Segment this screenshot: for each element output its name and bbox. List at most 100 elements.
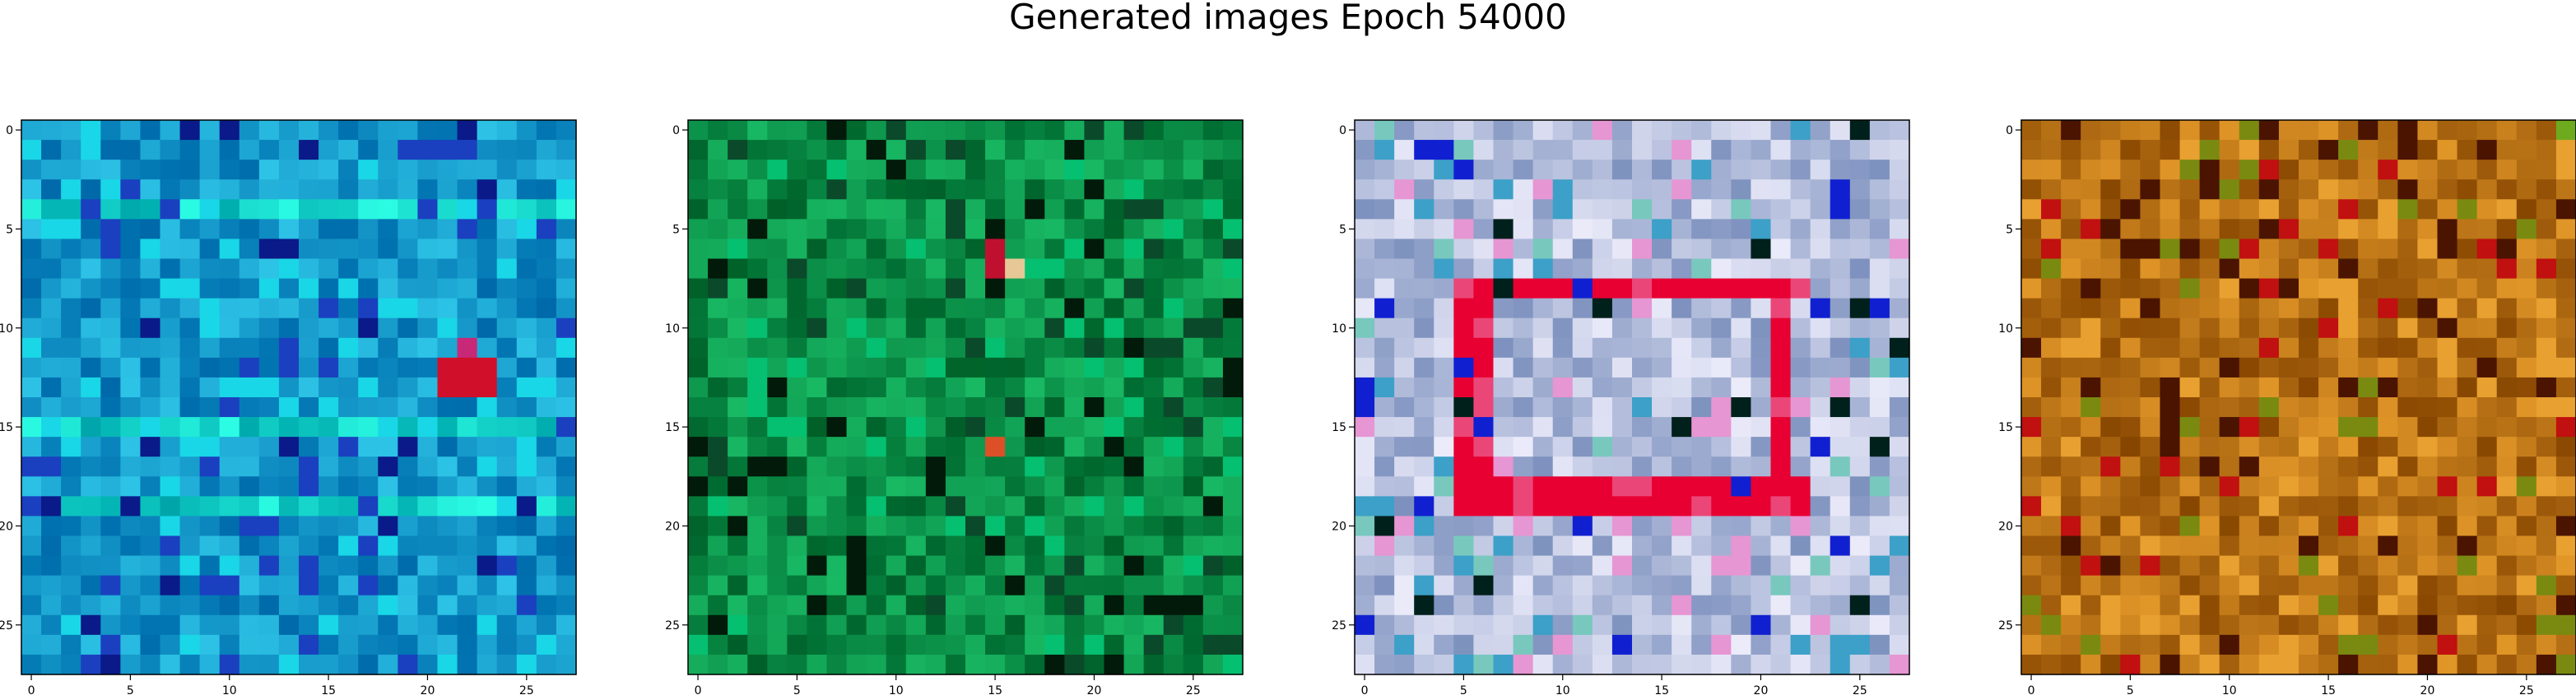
- pixel-cell: [457, 476, 478, 497]
- pixel-cell: [2496, 317, 2518, 339]
- pixel-cell: [358, 496, 379, 517]
- pixel-cell: [1005, 258, 1025, 280]
- pixel-cell: [2299, 476, 2319, 497]
- pixel-cell: [2358, 239, 2378, 260]
- pixel-cell: [1084, 160, 1105, 180]
- pixel-cell: [358, 160, 379, 180]
- pixel-cell: [21, 317, 42, 339]
- pixel-cell: [437, 160, 458, 180]
- pixel-cell: [1104, 317, 1125, 339]
- pixel-cell: [457, 516, 478, 537]
- pixel-cell: [2179, 634, 2201, 656]
- pixel-cell: [516, 654, 537, 675]
- pixel-cell: [1104, 140, 1125, 160]
- pixel-cell: [477, 634, 498, 656]
- pixel-cell: [2278, 140, 2299, 160]
- pixel-cell: [2179, 595, 2201, 616]
- pixel-cell: [1005, 298, 1025, 319]
- pixel-cell: [728, 219, 748, 240]
- pixel-cell: [160, 317, 181, 339]
- pixel-cell: [477, 239, 498, 260]
- pixel-cell: [398, 496, 419, 517]
- pixel-cell: [2555, 456, 2576, 477]
- pixel-cell: [100, 437, 121, 457]
- pixel-cell: [2536, 397, 2557, 418]
- pixel-cell: [160, 337, 181, 359]
- pixel-cell: [2476, 575, 2498, 596]
- pixel-cell: [179, 337, 201, 359]
- pixel-cell: [417, 219, 439, 240]
- pixel-cell: [2081, 278, 2101, 299]
- pixel-cell: [2555, 575, 2576, 596]
- pixel-cell: [2536, 278, 2557, 299]
- pixel-cell: [2120, 456, 2141, 477]
- pixel-cell: [1202, 140, 1224, 160]
- pixel-cell: [299, 160, 319, 180]
- pixel-cell: [2318, 160, 2339, 180]
- pixel-cell: [496, 278, 518, 299]
- pixel-cell: [1044, 516, 1065, 537]
- pixel-cell: [945, 377, 966, 398]
- pixel-cell: [496, 614, 518, 636]
- pixel-cell: [81, 555, 101, 577]
- pixel-cell: [866, 298, 887, 319]
- pixel-cell: [496, 516, 518, 537]
- pixel-cell: [1202, 456, 1224, 477]
- pixel-cell: [477, 298, 498, 319]
- pixel-cell: [81, 239, 101, 260]
- pixel-cell: [2476, 397, 2498, 418]
- pixel-cell: [826, 535, 848, 557]
- pixel-cell: [728, 239, 748, 260]
- pixel-cell: [1005, 496, 1025, 517]
- pixel-cell: [278, 219, 300, 240]
- pixel-cell: [2219, 555, 2240, 577]
- pixel-cell: [61, 654, 81, 675]
- pixel-cell: [41, 219, 62, 240]
- pixel-cell: [140, 634, 161, 656]
- pixel-cell: [239, 654, 260, 675]
- y-tick-label: 10: [1998, 322, 2013, 336]
- pixel-cell: [2378, 397, 2398, 418]
- pixel-cell: [2299, 199, 2319, 220]
- pixel-cell: [239, 278, 260, 299]
- pixel-cell: [2120, 278, 2141, 299]
- pixel-cell: [2160, 377, 2181, 398]
- pixel-cell: [846, 140, 867, 160]
- pixel-cell: [1084, 258, 1105, 280]
- pixel-cell: [2358, 278, 2378, 299]
- pixel-cell: [2239, 456, 2260, 477]
- pixel-cell: [866, 120, 887, 141]
- pixel-cell: [160, 634, 181, 656]
- pixel-cell: [2140, 595, 2161, 616]
- pixel-cell: [120, 377, 142, 398]
- pixel-cell: [358, 377, 379, 398]
- pixel-cell: [2378, 476, 2398, 497]
- pixel-cell: [2299, 258, 2319, 280]
- pixel-cell: [1143, 456, 1165, 477]
- pixel-cell: [338, 160, 359, 180]
- pixel-cell: [1005, 219, 1025, 240]
- pixel-cell: [2061, 239, 2081, 260]
- pixel-cell: [2278, 575, 2299, 596]
- pixel-cell: [1025, 437, 1045, 457]
- pixel-cell: [319, 377, 339, 398]
- pixel-cell: [2199, 219, 2220, 240]
- pixel-cell: [965, 179, 986, 200]
- pixel-cell: [2417, 278, 2439, 299]
- pixel-cell: [457, 337, 478, 359]
- pixel-cell: [299, 516, 319, 537]
- pixel-cell: [2061, 140, 2081, 160]
- pixel-cell: [2476, 456, 2498, 477]
- pixel-cell: [688, 298, 709, 319]
- pixel-cell: [496, 140, 518, 160]
- pixel-cell: [2199, 120, 2220, 141]
- pixel-cell: [160, 496, 181, 517]
- pixel-cell: [278, 357, 300, 378]
- pixel-cell: [1222, 239, 1244, 260]
- pixel-cell: [2041, 199, 2062, 220]
- pixel-cell: [2496, 614, 2518, 636]
- pixel-cell: [2299, 437, 2319, 457]
- pixel-cell: [319, 140, 339, 160]
- pixel-cell: [2199, 317, 2220, 339]
- pixel-cell: [2239, 496, 2260, 517]
